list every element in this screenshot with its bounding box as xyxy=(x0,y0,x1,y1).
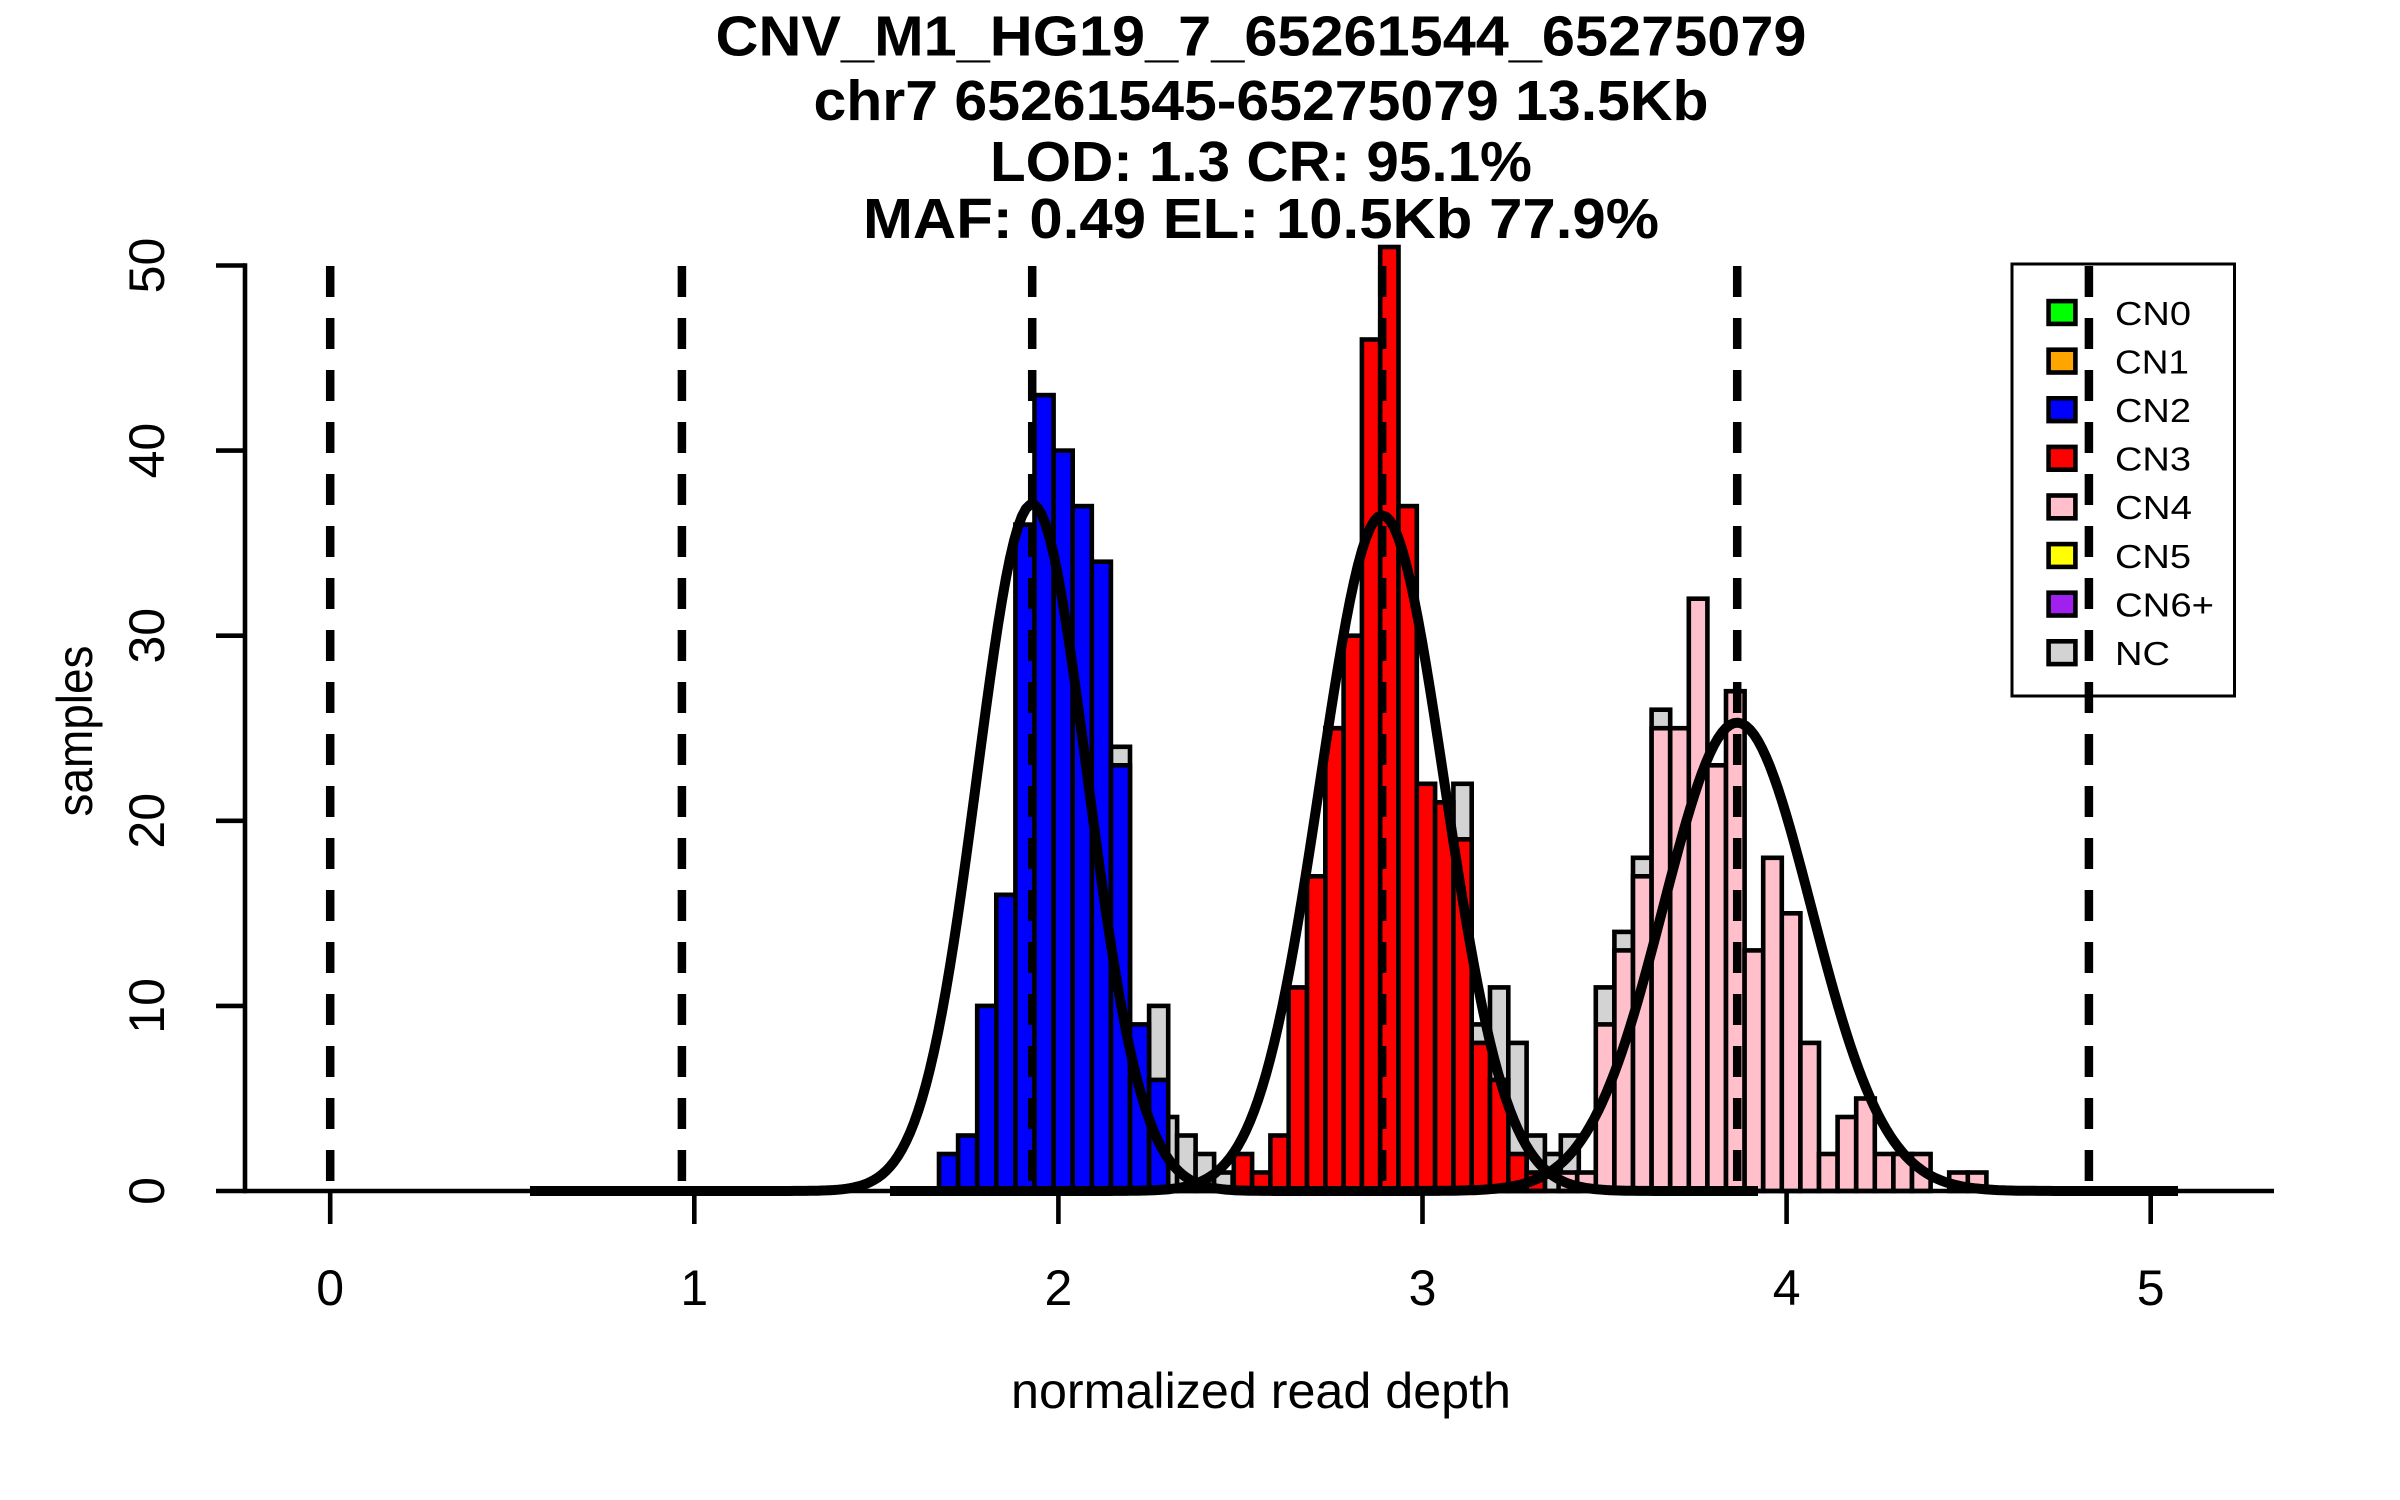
svg-text:chr7 65261545-65275079 13.5Kb: chr7 65261545-65275079 13.5Kb xyxy=(814,69,1709,133)
svg-text:normalized read depth: normalized read depth xyxy=(1011,1363,1511,1419)
svg-text:4: 4 xyxy=(1773,1260,1801,1316)
svg-text:50: 50 xyxy=(119,238,175,294)
svg-text:CN6+: CN6+ xyxy=(2115,586,2214,623)
svg-text:CN3: CN3 xyxy=(2115,441,2191,478)
svg-text:10: 10 xyxy=(119,978,175,1034)
svg-text:CNV_M1_HG19_7_65261544_6527507: CNV_M1_HG19_7_65261544_65275079 xyxy=(716,5,1807,69)
svg-text:2: 2 xyxy=(1044,1260,1072,1316)
svg-text:30: 30 xyxy=(119,608,175,664)
svg-text:CN5: CN5 xyxy=(2115,538,2191,575)
svg-text:CN2: CN2 xyxy=(2115,392,2191,429)
svg-text:1: 1 xyxy=(680,1260,708,1316)
svg-text:CN1: CN1 xyxy=(2115,343,2189,380)
svg-text:20: 20 xyxy=(119,793,175,849)
svg-text:5: 5 xyxy=(2137,1260,2165,1316)
svg-text:CN4: CN4 xyxy=(2115,489,2192,526)
svg-text:MAF: 0.49 EL: 10.5Kb 77.9%: MAF: 0.49 EL: 10.5Kb 77.9% xyxy=(863,187,1659,251)
svg-text:samples: samples xyxy=(47,646,103,817)
svg-text:40: 40 xyxy=(119,423,175,479)
svg-text:0: 0 xyxy=(119,1177,175,1205)
svg-text:3: 3 xyxy=(1409,1260,1437,1316)
svg-text:LOD: 1.3 CR: 95.1%: LOD: 1.3 CR: 95.1% xyxy=(990,130,1532,194)
svg-text:0: 0 xyxy=(316,1260,344,1316)
svg-text:CN0: CN0 xyxy=(2115,295,2191,332)
svg-text:NC: NC xyxy=(2115,635,2170,672)
